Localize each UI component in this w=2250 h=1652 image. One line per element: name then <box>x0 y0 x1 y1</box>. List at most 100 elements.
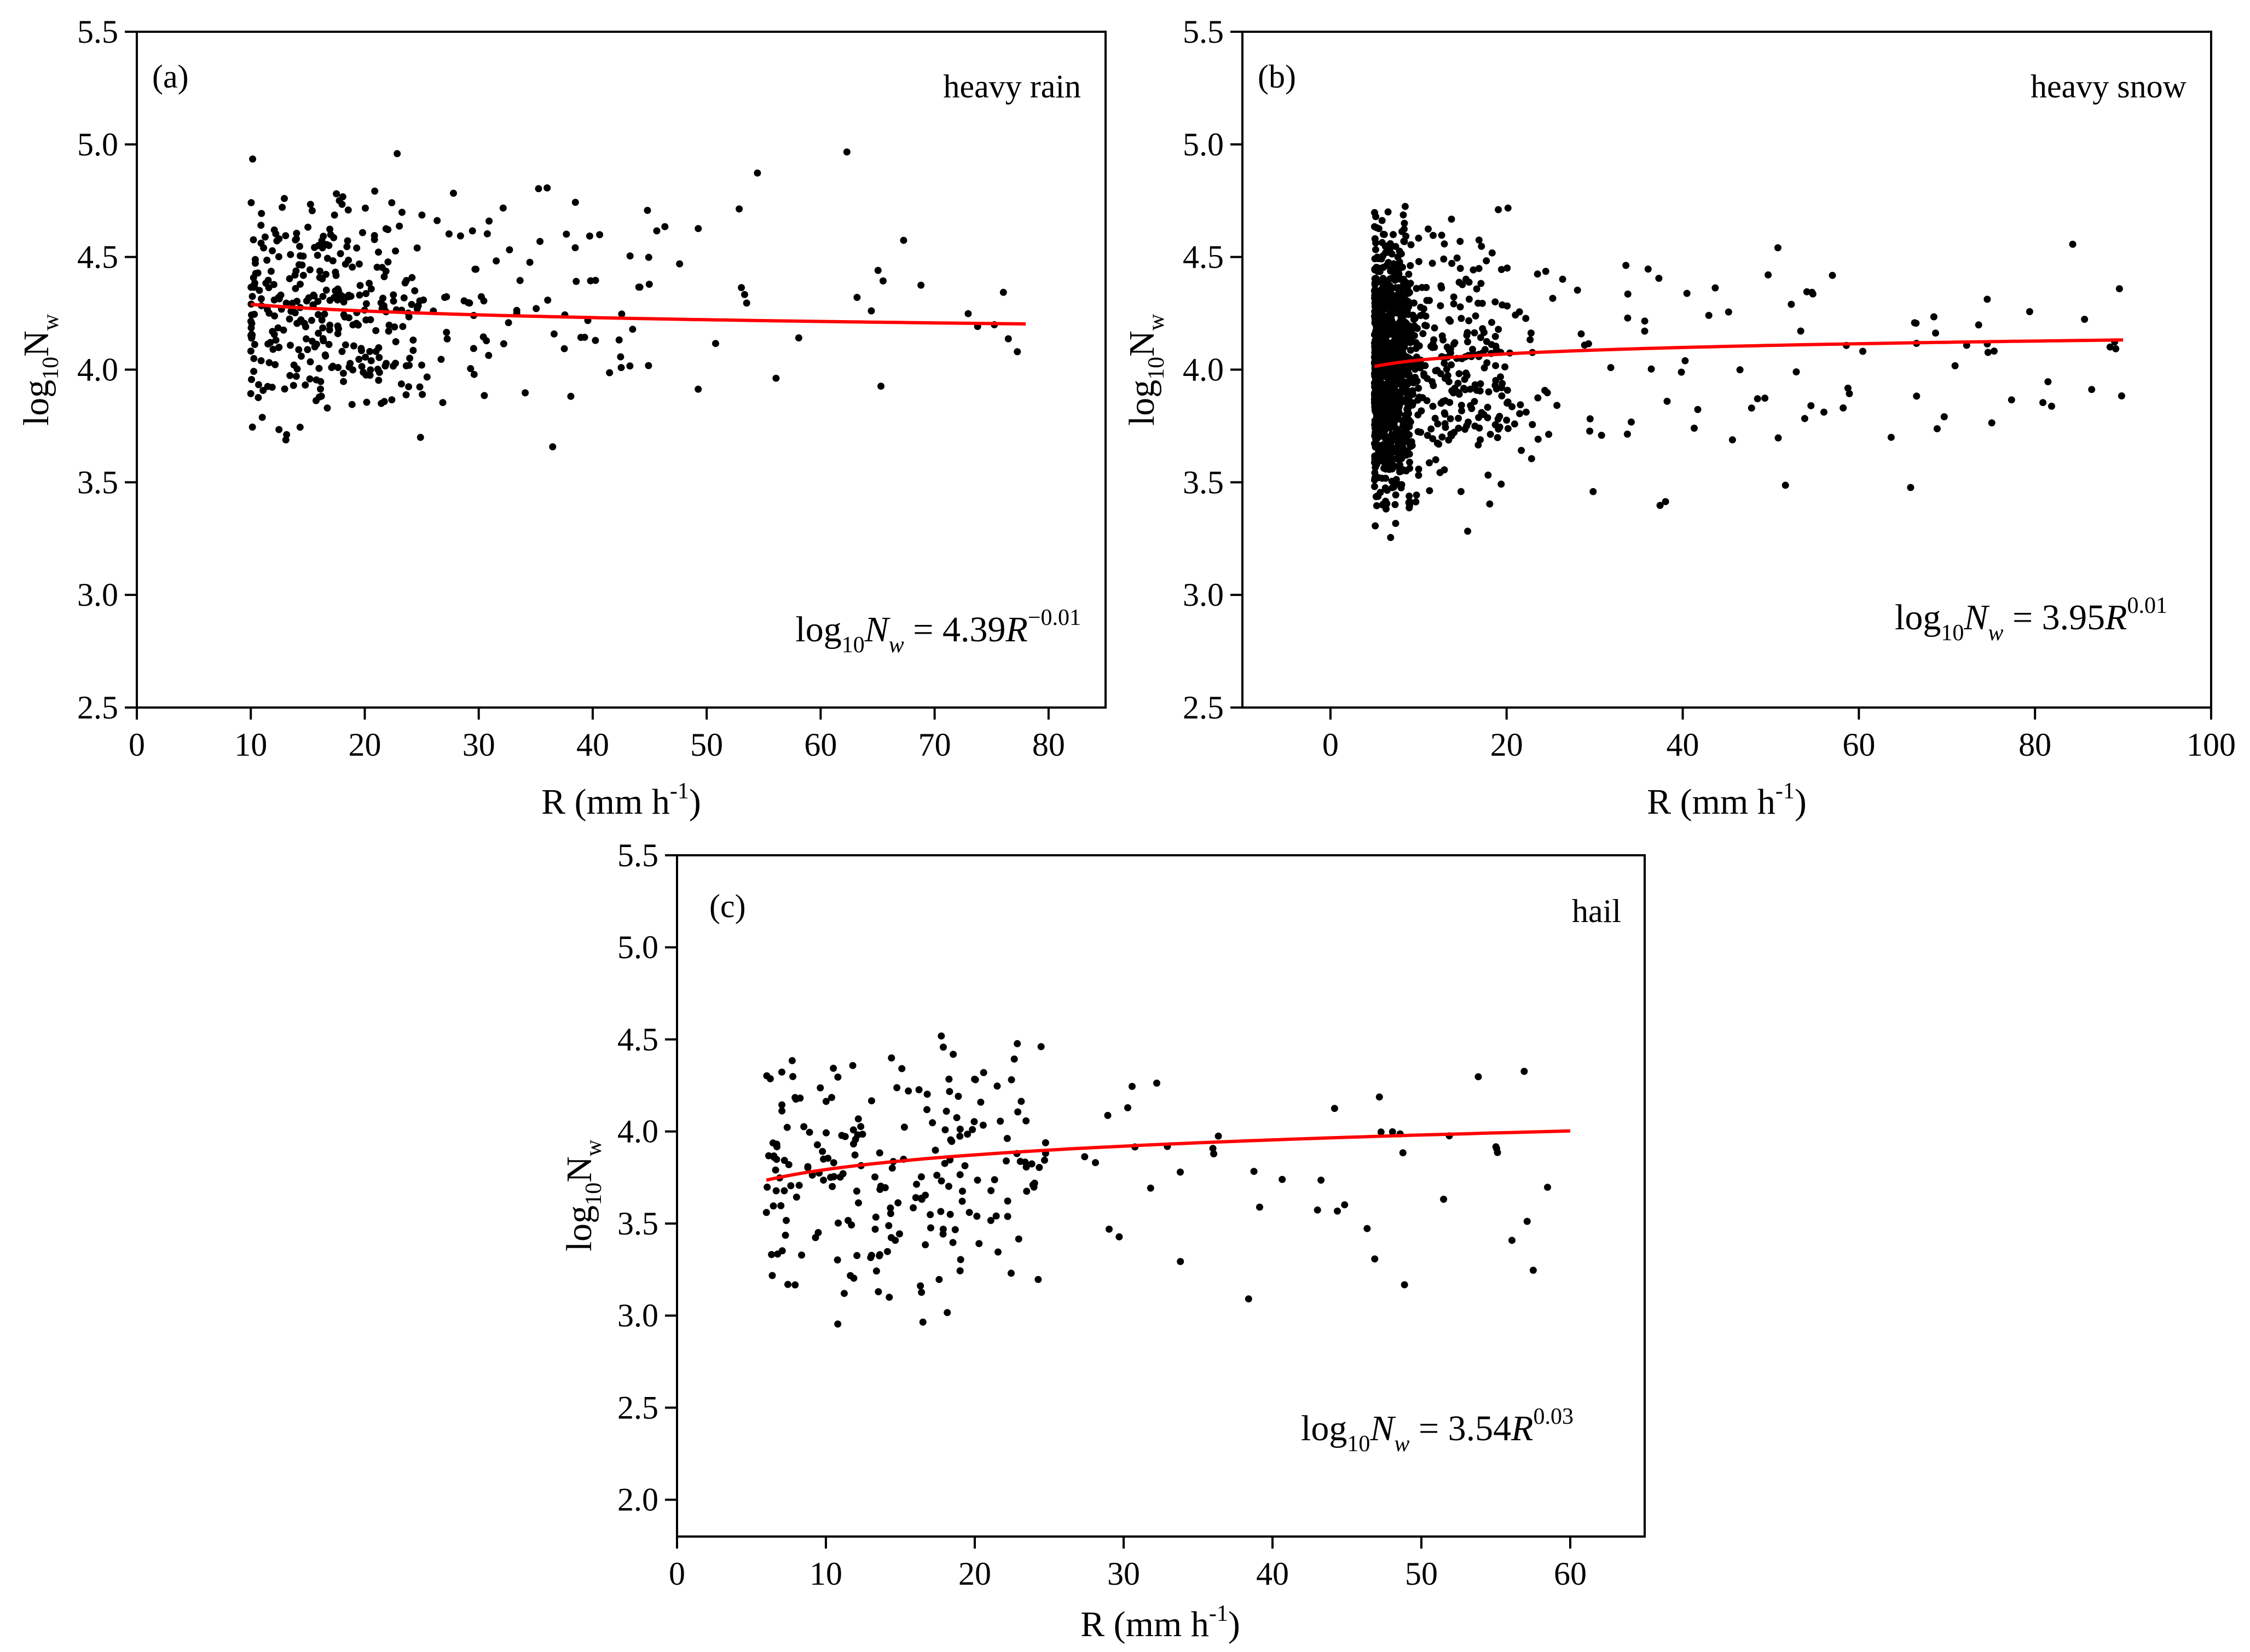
data-point <box>274 324 282 332</box>
data-point <box>362 300 370 308</box>
data-point <box>1396 451 1404 459</box>
data-point <box>340 298 348 306</box>
data-point <box>942 1108 950 1115</box>
data-point <box>1447 317 1454 325</box>
data-point <box>380 398 388 405</box>
data-point <box>1378 239 1386 246</box>
data-point <box>288 299 296 307</box>
data-point <box>778 1101 786 1109</box>
data-point <box>778 1107 786 1115</box>
data-point <box>586 232 593 240</box>
data-point <box>1392 491 1399 499</box>
data-point <box>1374 416 1381 424</box>
y-tick-label: 4.5 <box>617 1021 658 1057</box>
data-point <box>843 148 851 156</box>
data-point <box>871 1173 879 1181</box>
x-tick-label: 30 <box>1107 1556 1140 1592</box>
data-point <box>1037 1043 1045 1051</box>
data-point <box>332 271 340 279</box>
data-point <box>888 1054 895 1062</box>
data-point <box>1448 361 1455 369</box>
data-point <box>977 1098 985 1106</box>
data-point <box>359 229 366 236</box>
data-point <box>1528 455 1535 462</box>
data-point <box>959 1187 966 1195</box>
data-point <box>834 1256 841 1263</box>
data-point <box>1473 285 1480 293</box>
data-point <box>900 236 907 244</box>
data-point <box>743 299 750 307</box>
fit-equation: log10Nw = 3.95R0.01 <box>1895 593 2167 646</box>
data-point <box>1372 493 1380 501</box>
data-point <box>1940 413 1948 421</box>
data-point <box>1378 291 1385 298</box>
precip-type-label: heavy snow <box>2031 68 2187 105</box>
data-point <box>306 266 314 274</box>
data-point <box>460 297 468 305</box>
data-point <box>358 363 366 370</box>
data-point <box>1008 1270 1015 1277</box>
data-point <box>2081 316 2089 323</box>
data-point <box>441 294 448 301</box>
data-point <box>814 1141 821 1149</box>
data-point <box>1395 403 1403 410</box>
data-point <box>1913 392 1921 400</box>
data-point <box>419 391 426 398</box>
data-point <box>392 338 400 345</box>
data-point <box>1792 368 1800 376</box>
data-point <box>969 1126 976 1133</box>
y-tick-label: 2.5 <box>1183 689 1224 726</box>
y-tick-label: 5.5 <box>1183 14 1224 50</box>
data-point <box>1761 395 1769 402</box>
data-point <box>1153 1079 1160 1087</box>
x-tick-label: 0 <box>669 1556 685 1592</box>
data-point <box>2026 308 2033 315</box>
data-point <box>329 257 337 265</box>
data-point <box>306 201 314 208</box>
scatter-points-hail <box>762 1032 1551 1328</box>
data-point <box>1380 423 1387 431</box>
data-point <box>1004 1213 1011 1220</box>
data-point <box>1392 520 1399 527</box>
data-point <box>1846 390 1853 397</box>
data-point <box>1363 1225 1371 1232</box>
data-point <box>1379 441 1386 449</box>
data-point <box>1691 425 1698 432</box>
data-point <box>377 299 385 306</box>
data-point <box>330 234 338 241</box>
data-point <box>1441 360 1448 367</box>
data-point <box>255 394 262 401</box>
data-point <box>1486 500 1494 508</box>
data-point <box>1933 425 1941 432</box>
data-point <box>302 381 309 389</box>
data-point <box>987 1187 995 1195</box>
data-point <box>283 431 291 438</box>
data-point <box>2106 343 2114 351</box>
data-point <box>853 1187 860 1195</box>
data-point <box>1820 408 1827 416</box>
data-point <box>1331 1105 1338 1112</box>
data-point <box>1624 314 1632 322</box>
data-point <box>493 257 500 265</box>
data-point <box>956 1132 964 1140</box>
data-point <box>316 267 323 275</box>
data-point <box>1497 373 1504 381</box>
data-point <box>252 259 259 267</box>
data-point <box>1534 436 1542 443</box>
data-point <box>394 150 401 158</box>
data-point <box>1450 293 1457 301</box>
data-point <box>1314 1206 1321 1214</box>
data-point <box>830 1173 838 1180</box>
data-point <box>644 207 651 214</box>
data-point <box>1520 1068 1528 1075</box>
data-point <box>780 1187 788 1195</box>
data-point <box>1663 397 1671 405</box>
data-point <box>472 265 480 273</box>
data-point <box>1041 1156 1048 1164</box>
data-point <box>366 372 374 379</box>
data-point <box>1422 312 1430 320</box>
data-point <box>838 1132 846 1139</box>
eq-coef: 3.95 <box>2042 598 2106 637</box>
data-point <box>1373 345 1381 352</box>
data-point <box>1022 1117 1030 1124</box>
